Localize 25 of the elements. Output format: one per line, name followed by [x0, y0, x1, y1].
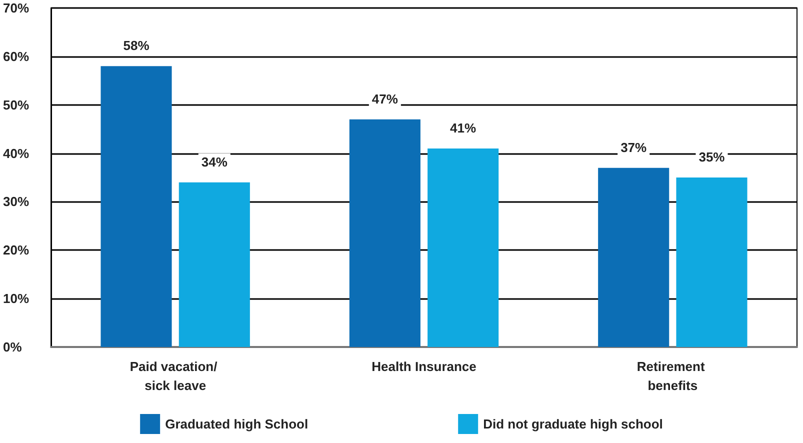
bar: [178, 182, 250, 347]
x-tick-label: Health Insurance: [372, 359, 476, 374]
legend-label: Did not graduate high school: [483, 416, 663, 432]
legend-label: Graduated high School: [165, 416, 308, 432]
data-label: 41%: [450, 120, 477, 136]
data-label: 34%: [201, 154, 228, 170]
y-tick-label: 40%: [3, 146, 30, 161]
data-label: 58%: [123, 38, 150, 54]
y-tick-label: 30%: [3, 194, 30, 210]
data-label: 35%: [698, 150, 726, 164]
bar: [676, 178, 748, 347]
data-label: 37%: [620, 140, 648, 155]
y-tick-label: 50%: [3, 97, 30, 112]
y-tick-label: 10%: [3, 291, 30, 306]
x-tick-label: Retirement benefits: [636, 359, 708, 393]
bar: [598, 168, 670, 347]
x-tick-label: Paid vacation/ sick leave: [130, 359, 221, 393]
y-tick-label: 20%: [3, 242, 30, 258]
bar: [428, 148, 499, 347]
bar: [100, 66, 172, 347]
y-tick-label: 70%: [3, 0, 30, 16]
bar: [349, 119, 420, 347]
y-tick-label: 0%: [3, 340, 22, 354]
data-label: 47%: [372, 91, 398, 106]
y-tick-label: 60%: [3, 48, 30, 64]
